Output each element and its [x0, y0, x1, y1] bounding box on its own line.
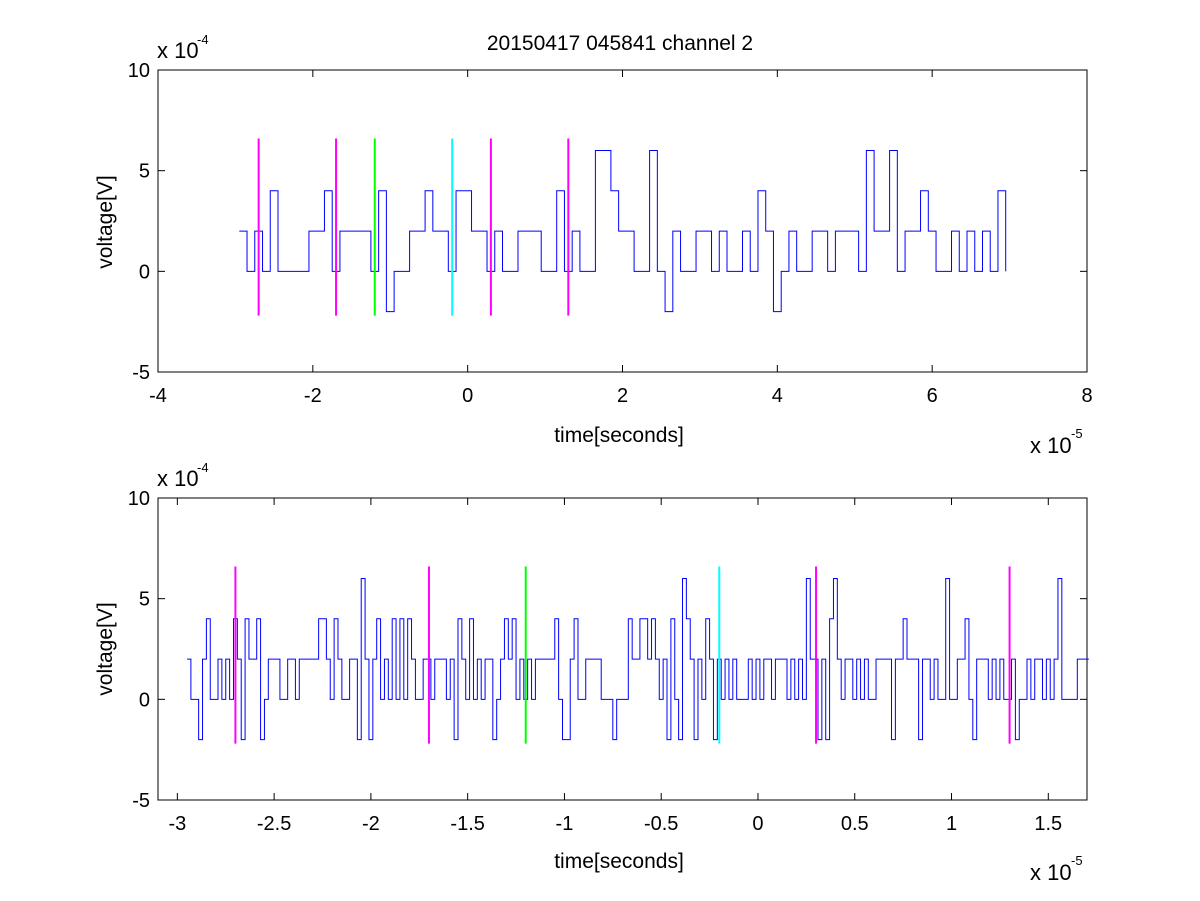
bottom-y-axis-label: voltage[V]	[94, 602, 117, 695]
top-y-tick-label: 5	[139, 161, 150, 183]
bottom-x-tick-label: -2	[362, 813, 380, 835]
bottom-axes-box	[157, 497, 1088, 801]
top-x-tick-label: -4	[149, 385, 167, 407]
bottom-x-axis-label: time[seconds]	[554, 850, 684, 873]
bottom-signal-trace	[187, 578, 1089, 741]
bottom-x-multiplier: x 10	[1030, 860, 1072, 885]
bottom-x-tick-label: 1.5	[1034, 813, 1062, 835]
top-x-tick-label: 0	[462, 385, 473, 407]
top-x-exponent: -5	[1071, 426, 1083, 441]
bottom-x-tick-label: -1.5	[450, 813, 484, 835]
bottom-y-tick-label: 10	[128, 488, 150, 510]
top-y-exponent: -4	[197, 32, 209, 47]
bottom-y-tick-label: 0	[139, 689, 150, 711]
top-signal-trace	[239, 150, 1007, 313]
chart-title: 20150417 045841 channel 2	[487, 32, 753, 55]
top-x-tick-label: -2	[304, 385, 322, 407]
bottom-x-exponent: -5	[1071, 853, 1083, 868]
top-y-tick-label: 10	[128, 60, 150, 82]
top-x-tick-label: 4	[772, 385, 783, 407]
top-x-axis-label: time[seconds]	[554, 424, 684, 447]
bottom-y-tick-label: -5	[132, 790, 150, 812]
bottom-subplot: x 10 -4 voltage[V] time[seconds] x 10 -5…	[94, 460, 1089, 885]
bottom-x-tick-label: -0.5	[644, 813, 678, 835]
bottom-x-tick-label: 0	[752, 813, 763, 835]
bottom-x-tick-label: 1	[946, 813, 957, 835]
top-y-multiplier: x 10	[157, 38, 199, 63]
top-x-multiplier: x 10	[1030, 433, 1072, 458]
bottom-y-exponent: -4	[197, 460, 209, 475]
top-x-tick-label: 8	[1081, 385, 1092, 407]
top-y-tick-label: 0	[139, 261, 150, 283]
bottom-y-tick-label: 5	[139, 589, 150, 611]
bottom-y-multiplier: x 10	[157, 466, 199, 491]
bottom-x-tick-label: -1	[556, 813, 574, 835]
bottom-x-tick-label: -3	[168, 813, 186, 835]
bottom-x-tick-label: 0.5	[841, 813, 869, 835]
top-x-tick-label: 2	[617, 385, 628, 407]
top-y-axis-label: voltage[V]	[94, 175, 117, 268]
top-x-tick-label: 6	[927, 385, 938, 407]
top-subplot: x 10 -4 voltage[V] time[seconds] x 10 -5…	[94, 32, 1093, 458]
bottom-x-tick-label: -2.5	[257, 813, 291, 835]
top-y-tick-label: -5	[132, 362, 150, 384]
